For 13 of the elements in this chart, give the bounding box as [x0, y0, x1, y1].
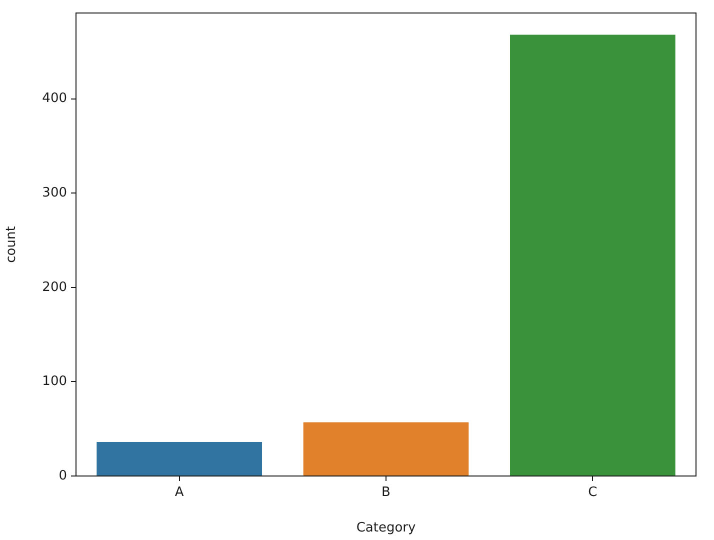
y-tick-label: 300 [42, 185, 67, 200]
y-tick-label: 100 [42, 374, 67, 390]
x-axis-title: Category [356, 520, 416, 536]
bar [96, 442, 262, 476]
y-tick-label: 0 [58, 468, 67, 484]
x-tick-label: A [174, 485, 184, 500]
y-axis-title: count [4, 226, 20, 263]
x-tick-label: C [588, 485, 598, 500]
x-tick-label: B [382, 485, 390, 500]
bar [303, 422, 469, 476]
y-tick-label: 200 [42, 280, 67, 295]
bar [510, 34, 676, 476]
y-tick-label: 400 [42, 91, 67, 106]
